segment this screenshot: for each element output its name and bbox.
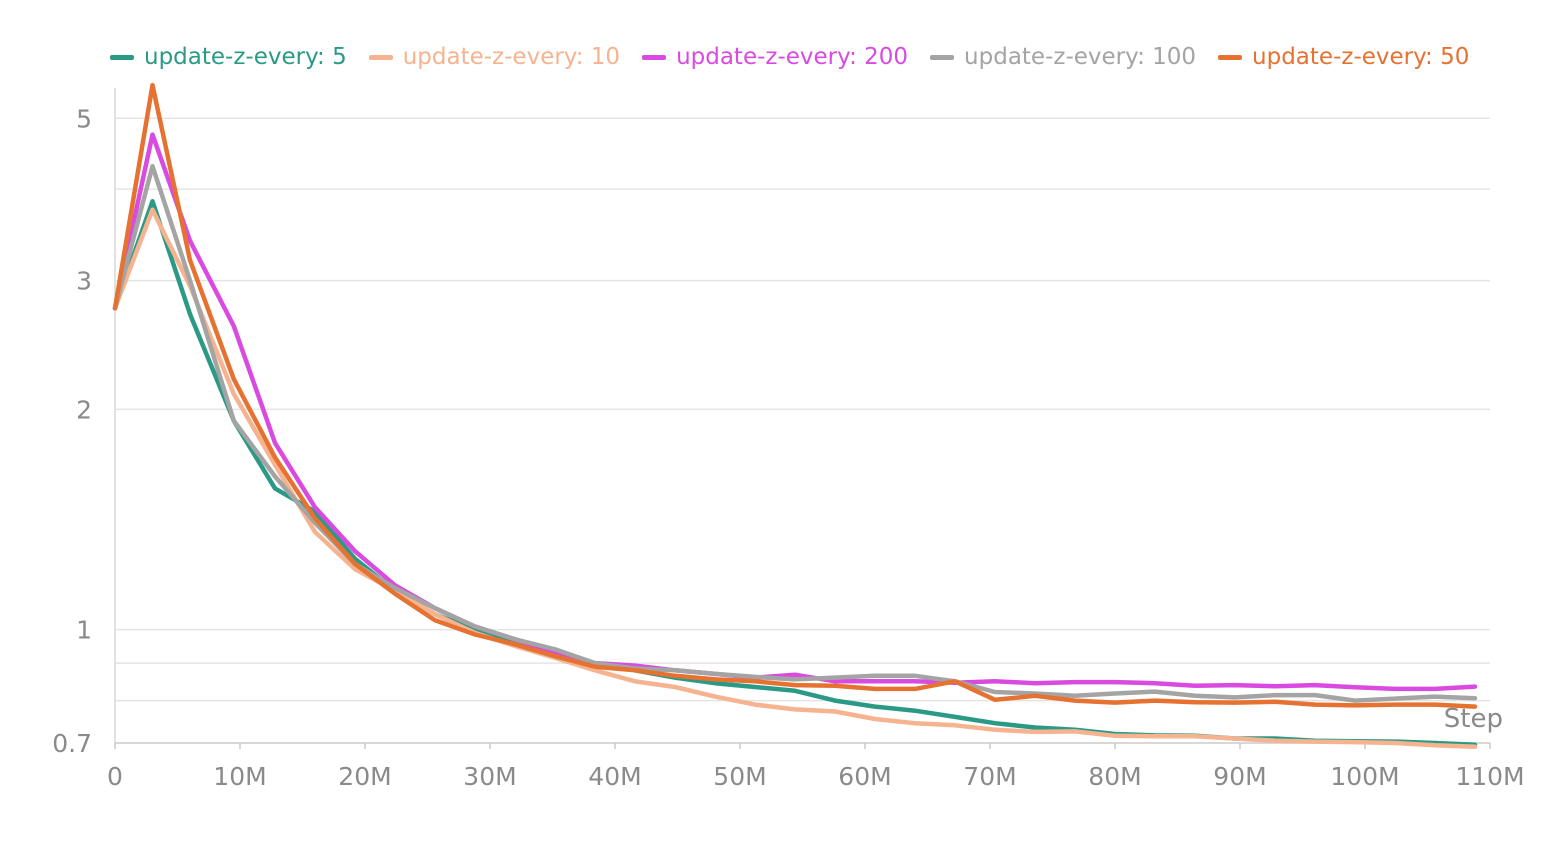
series-lines: [112, 82, 1478, 749]
x-tick-label: 60M: [838, 762, 891, 791]
x-tick-label: 100M: [1330, 762, 1399, 791]
y-tick-label: 1: [76, 616, 92, 645]
x-tick-label: 70M: [963, 762, 1016, 791]
axes: [114, 88, 1491, 749]
x-tick-label: 90M: [1213, 762, 1266, 791]
legend-swatch: [110, 54, 134, 60]
legend-item: update-z-every: 100: [930, 44, 1196, 70]
x-tick-label: 110M: [1455, 762, 1524, 791]
legend-item: update-z-every: 50: [1218, 44, 1469, 70]
grid-lines: [115, 117, 1490, 744]
legend-swatch: [930, 54, 955, 60]
x-tick-label: 40M: [588, 762, 641, 791]
legend-swatch: [642, 54, 667, 60]
tick-labels: 0 10M 20M 30M 40M 50M 60M 70M 80M 90M 100M 110M 0.7 1…: [52, 104, 1524, 791]
legend-swatch: [1218, 54, 1243, 60]
legend-item: update-z-every: 10: [368, 44, 621, 70]
legend-item: update-z-every: 5: [110, 44, 347, 70]
x-tick-label: 80M: [1088, 762, 1141, 791]
x-tick-label: 30M: [463, 762, 516, 791]
series-line-2: [112, 132, 1478, 692]
x-tick-label: 0: [107, 762, 123, 791]
y-tick-label: 3: [76, 267, 92, 296]
legend-label: update-z-every: 50: [1252, 44, 1470, 70]
series-line-4: [112, 82, 1478, 709]
series-line-3: [112, 163, 1478, 703]
series-line-1: [112, 207, 1478, 749]
x-tick-label: 20M: [338, 762, 391, 791]
legend-label: update-z-every: 10: [402, 44, 621, 70]
y-tick-label: 0.7: [52, 729, 92, 758]
x-tick-label: 50M: [713, 762, 766, 791]
legend-swatch: [368, 54, 393, 60]
legend-item: update-z-every: 200: [642, 44, 908, 70]
legend-label: update-z-every: 100: [964, 44, 1197, 70]
y-tick-label: 2: [76, 395, 92, 424]
legend-label: update-z-every: 5: [144, 44, 347, 70]
x-tick-label: 10M: [213, 762, 266, 791]
y-tick-label: 5: [76, 104, 92, 133]
legend-label: update-z-every: 200: [676, 44, 909, 70]
legend: update-z-every: 5 update-z-every: 10 updat…: [110, 40, 1469, 74]
x-axis-title: Step: [1444, 704, 1503, 734]
